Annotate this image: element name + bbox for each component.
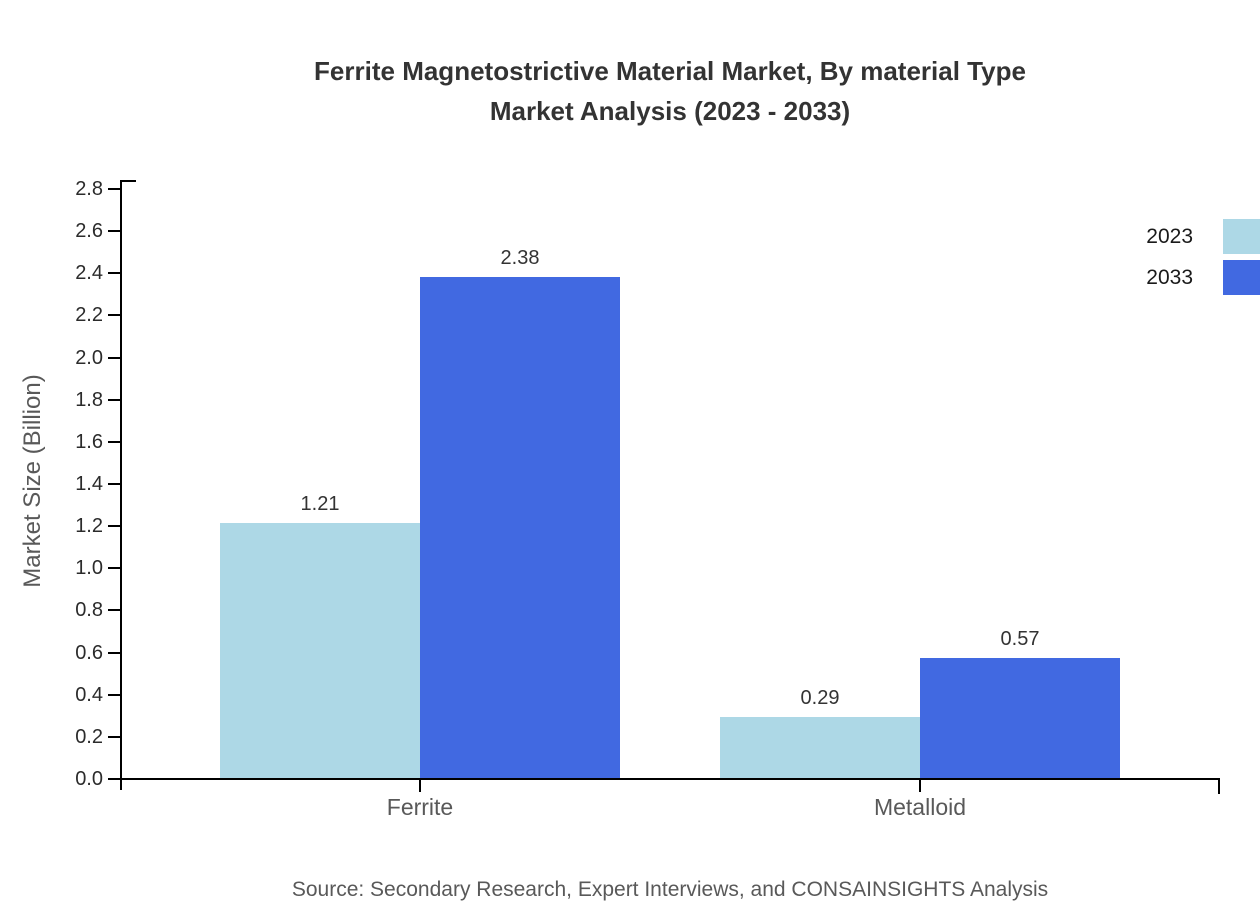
y-tick-label: 2.6: [75, 220, 103, 243]
y-tick-mark: [108, 778, 120, 780]
y-tick-mark: [108, 440, 120, 443]
bar-value-label: 1.21: [300, 493, 340, 516]
bar-2033-metalloid: [920, 657, 1120, 778]
y-tick-mark: [108, 693, 120, 696]
x-tick-label: Metalloid: [873, 794, 967, 820]
y-tick-label: 0.6: [75, 641, 103, 664]
bar-value-label: 2.38: [500, 246, 540, 269]
y-tick-label: 1.0: [75, 557, 103, 580]
bar-value-label: 0.57: [1000, 627, 1040, 650]
y-tick-mark: [108, 398, 120, 401]
y-tick-mark: [108, 567, 120, 570]
legend-label: 2023: [1146, 224, 1193, 248]
legend-row-2033: 2033: [1146, 260, 1260, 295]
y-tick-label: 0.0: [75, 768, 103, 790]
x-axis-spine: [120, 778, 1220, 780]
legend-row-2023: 2023: [1146, 219, 1260, 254]
legend-label: 2033: [1146, 265, 1193, 289]
y-tick-mark: [108, 651, 120, 654]
y-tick-label: 2.8: [75, 178, 103, 200]
y-tick-label: 2.2: [75, 304, 103, 327]
chart-title-line2: Market Analysis (2023 - 2033): [489, 96, 851, 126]
y-tick-mark: [108, 609, 120, 612]
x-tick-mark: [919, 780, 921, 792]
x-axis-end-cap: [1218, 778, 1220, 794]
y-tick-mark: [108, 314, 120, 317]
y-tick-mark: [108, 483, 120, 485]
y-tick-label: 0.4: [75, 683, 103, 706]
chart-title-line1: Ferrite Magnetostrictive Material Market…: [314, 56, 1026, 86]
bar-value-label: 0.29: [800, 686, 840, 709]
chart-title: Ferrite Magnetostrictive Material Market…: [120, 51, 1220, 131]
source-note: Source: Secondary Research, Expert Inter…: [291, 878, 1049, 901]
y-tick-mark: [108, 735, 120, 738]
y-tick-mark: [108, 230, 120, 233]
bar-2023-metalloid: [720, 716, 920, 778]
plot-area: 0.0 0.2 0.4 0.6 0.8 1.0 1.2 1.4 1.6 1.8 2.0 2.2 2.4 2…: [75, 178, 1220, 820]
x-tick-mark: [419, 780, 421, 792]
y-axis-spine: [120, 180, 122, 790]
bar-2023-ferrite: [220, 523, 420, 778]
y-tick-label: 1.2: [75, 515, 103, 538]
y-tick-label: 2.0: [75, 346, 103, 369]
y-tick-mark: [108, 272, 120, 275]
x-tick-label: Ferrite: [386, 794, 454, 820]
y-tick-label: 1.4: [75, 473, 103, 495]
y-tick-label: 2.4: [75, 262, 103, 285]
legend: 2023 2033: [1146, 219, 1260, 301]
y-axis-top-cap: [120, 180, 136, 182]
y-tick-label: 1.6: [75, 430, 103, 453]
legend-swatch: [1223, 260, 1260, 295]
y-tick-label: 0.8: [75, 599, 103, 622]
y-tick-label: 1.8: [75, 388, 103, 411]
y-tick-mark: [108, 188, 120, 190]
y-tick-mark: [108, 356, 120, 359]
bar-2033-ferrite: [420, 276, 620, 778]
y-tick-mark: [108, 525, 120, 528]
legend-swatch: [1223, 219, 1260, 254]
y-tick-label: 0.2: [75, 725, 103, 748]
